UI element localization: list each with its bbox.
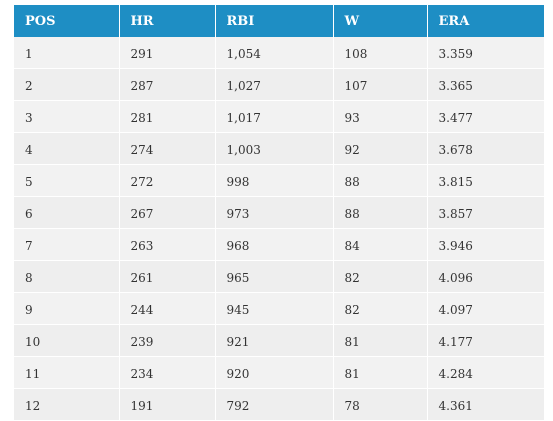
cell-era: 4.096: [427, 260, 544, 293]
cell-pos: 2: [14, 68, 120, 101]
table-row: 1 291 1,054 108 3.359: [14, 37, 544, 69]
table-row: 12 191 792 78 4.361: [14, 388, 544, 421]
cell-hr: 234: [119, 356, 216, 389]
cell-pos: 11: [14, 356, 120, 389]
cell-pos: 9: [14, 292, 120, 325]
cell-pos: 7: [14, 228, 120, 261]
cell-rbi: 945: [215, 292, 334, 325]
cell-w: 82: [333, 292, 428, 325]
cell-era: 4.097: [427, 292, 544, 325]
table-row: 3 281 1,017 93 3.477: [14, 100, 544, 133]
cell-hr: 274: [119, 132, 216, 165]
header-hr: HR: [119, 5, 216, 37]
cell-rbi: 920: [215, 356, 334, 389]
cell-w: 88: [333, 196, 428, 229]
table-header: POS HR RBI W ERA: [14, 5, 544, 37]
cell-rbi: 1,054: [215, 37, 334, 69]
cell-era: 3.477: [427, 100, 544, 133]
cell-era: 4.177: [427, 324, 544, 357]
table-row: 11 234 920 81 4.284: [14, 356, 544, 389]
table-row: 8 261 965 82 4.096: [14, 260, 544, 293]
cell-era: 4.361: [427, 388, 544, 421]
table-row: 4 274 1,003 92 3.678: [14, 132, 544, 165]
header-era: ERA: [427, 5, 544, 37]
table-body: 1 291 1,054 108 3.359 2 287 1,027 107 3.365 3 281 1,…: [14, 37, 544, 421]
cell-pos: 12: [14, 388, 120, 421]
cell-rbi: 973: [215, 196, 334, 229]
table-row: 9 244 945 82 4.097: [14, 292, 544, 325]
cell-pos: 1: [14, 37, 120, 69]
cell-pos: 8: [14, 260, 120, 293]
header-pos: POS: [14, 5, 120, 37]
cell-rbi: 998: [215, 164, 334, 197]
cell-w: 107: [333, 68, 428, 101]
cell-hr: 272: [119, 164, 216, 197]
cell-era: 3.678: [427, 132, 544, 165]
header-w: W: [333, 5, 428, 37]
cell-w: 84: [333, 228, 428, 261]
cell-pos: 4: [14, 132, 120, 165]
cell-rbi: 921: [215, 324, 334, 357]
cell-hr: 263: [119, 228, 216, 261]
cell-rbi: 968: [215, 228, 334, 261]
header-rbi: RBI: [215, 5, 334, 37]
cell-hr: 239: [119, 324, 216, 357]
cell-rbi: 1,017: [215, 100, 334, 133]
stats-table: POS HR RBI W ERA 1 291 1,054 108 3.359 2 287 1,…: [14, 5, 544, 421]
cell-w: 108: [333, 37, 428, 69]
table-row: 2 287 1,027 107 3.365: [14, 68, 544, 101]
cell-rbi: 1,003: [215, 132, 334, 165]
cell-pos: 3: [14, 100, 120, 133]
cell-hr: 287: [119, 68, 216, 101]
cell-hr: 261: [119, 260, 216, 293]
table-row: 10 239 921 81 4.177: [14, 324, 544, 357]
cell-era: 3.857: [427, 196, 544, 229]
cell-w: 92: [333, 132, 428, 165]
cell-era: 3.946: [427, 228, 544, 261]
cell-hr: 244: [119, 292, 216, 325]
cell-w: 81: [333, 356, 428, 389]
table-row: 6 267 973 88 3.857: [14, 196, 544, 229]
cell-era: 4.284: [427, 356, 544, 389]
header-row: POS HR RBI W ERA: [14, 5, 544, 37]
cell-hr: 267: [119, 196, 216, 229]
cell-pos: 10: [14, 324, 120, 357]
cell-w: 81: [333, 324, 428, 357]
cell-w: 88: [333, 164, 428, 197]
cell-w: 82: [333, 260, 428, 293]
cell-hr: 281: [119, 100, 216, 133]
table-row: 5 272 998 88 3.815: [14, 164, 544, 197]
table-row: 7 263 968 84 3.946: [14, 228, 544, 261]
cell-w: 93: [333, 100, 428, 133]
cell-pos: 5: [14, 164, 120, 197]
cell-era: 3.365: [427, 68, 544, 101]
cell-rbi: 792: [215, 388, 334, 421]
cell-hr: 291: [119, 37, 216, 69]
cell-rbi: 1,027: [215, 68, 334, 101]
cell-pos: 6: [14, 196, 120, 229]
cell-hr: 191: [119, 388, 216, 421]
cell-rbi: 965: [215, 260, 334, 293]
cell-w: 78: [333, 388, 428, 421]
cell-era: 3.359: [427, 37, 544, 69]
cell-era: 3.815: [427, 164, 544, 197]
